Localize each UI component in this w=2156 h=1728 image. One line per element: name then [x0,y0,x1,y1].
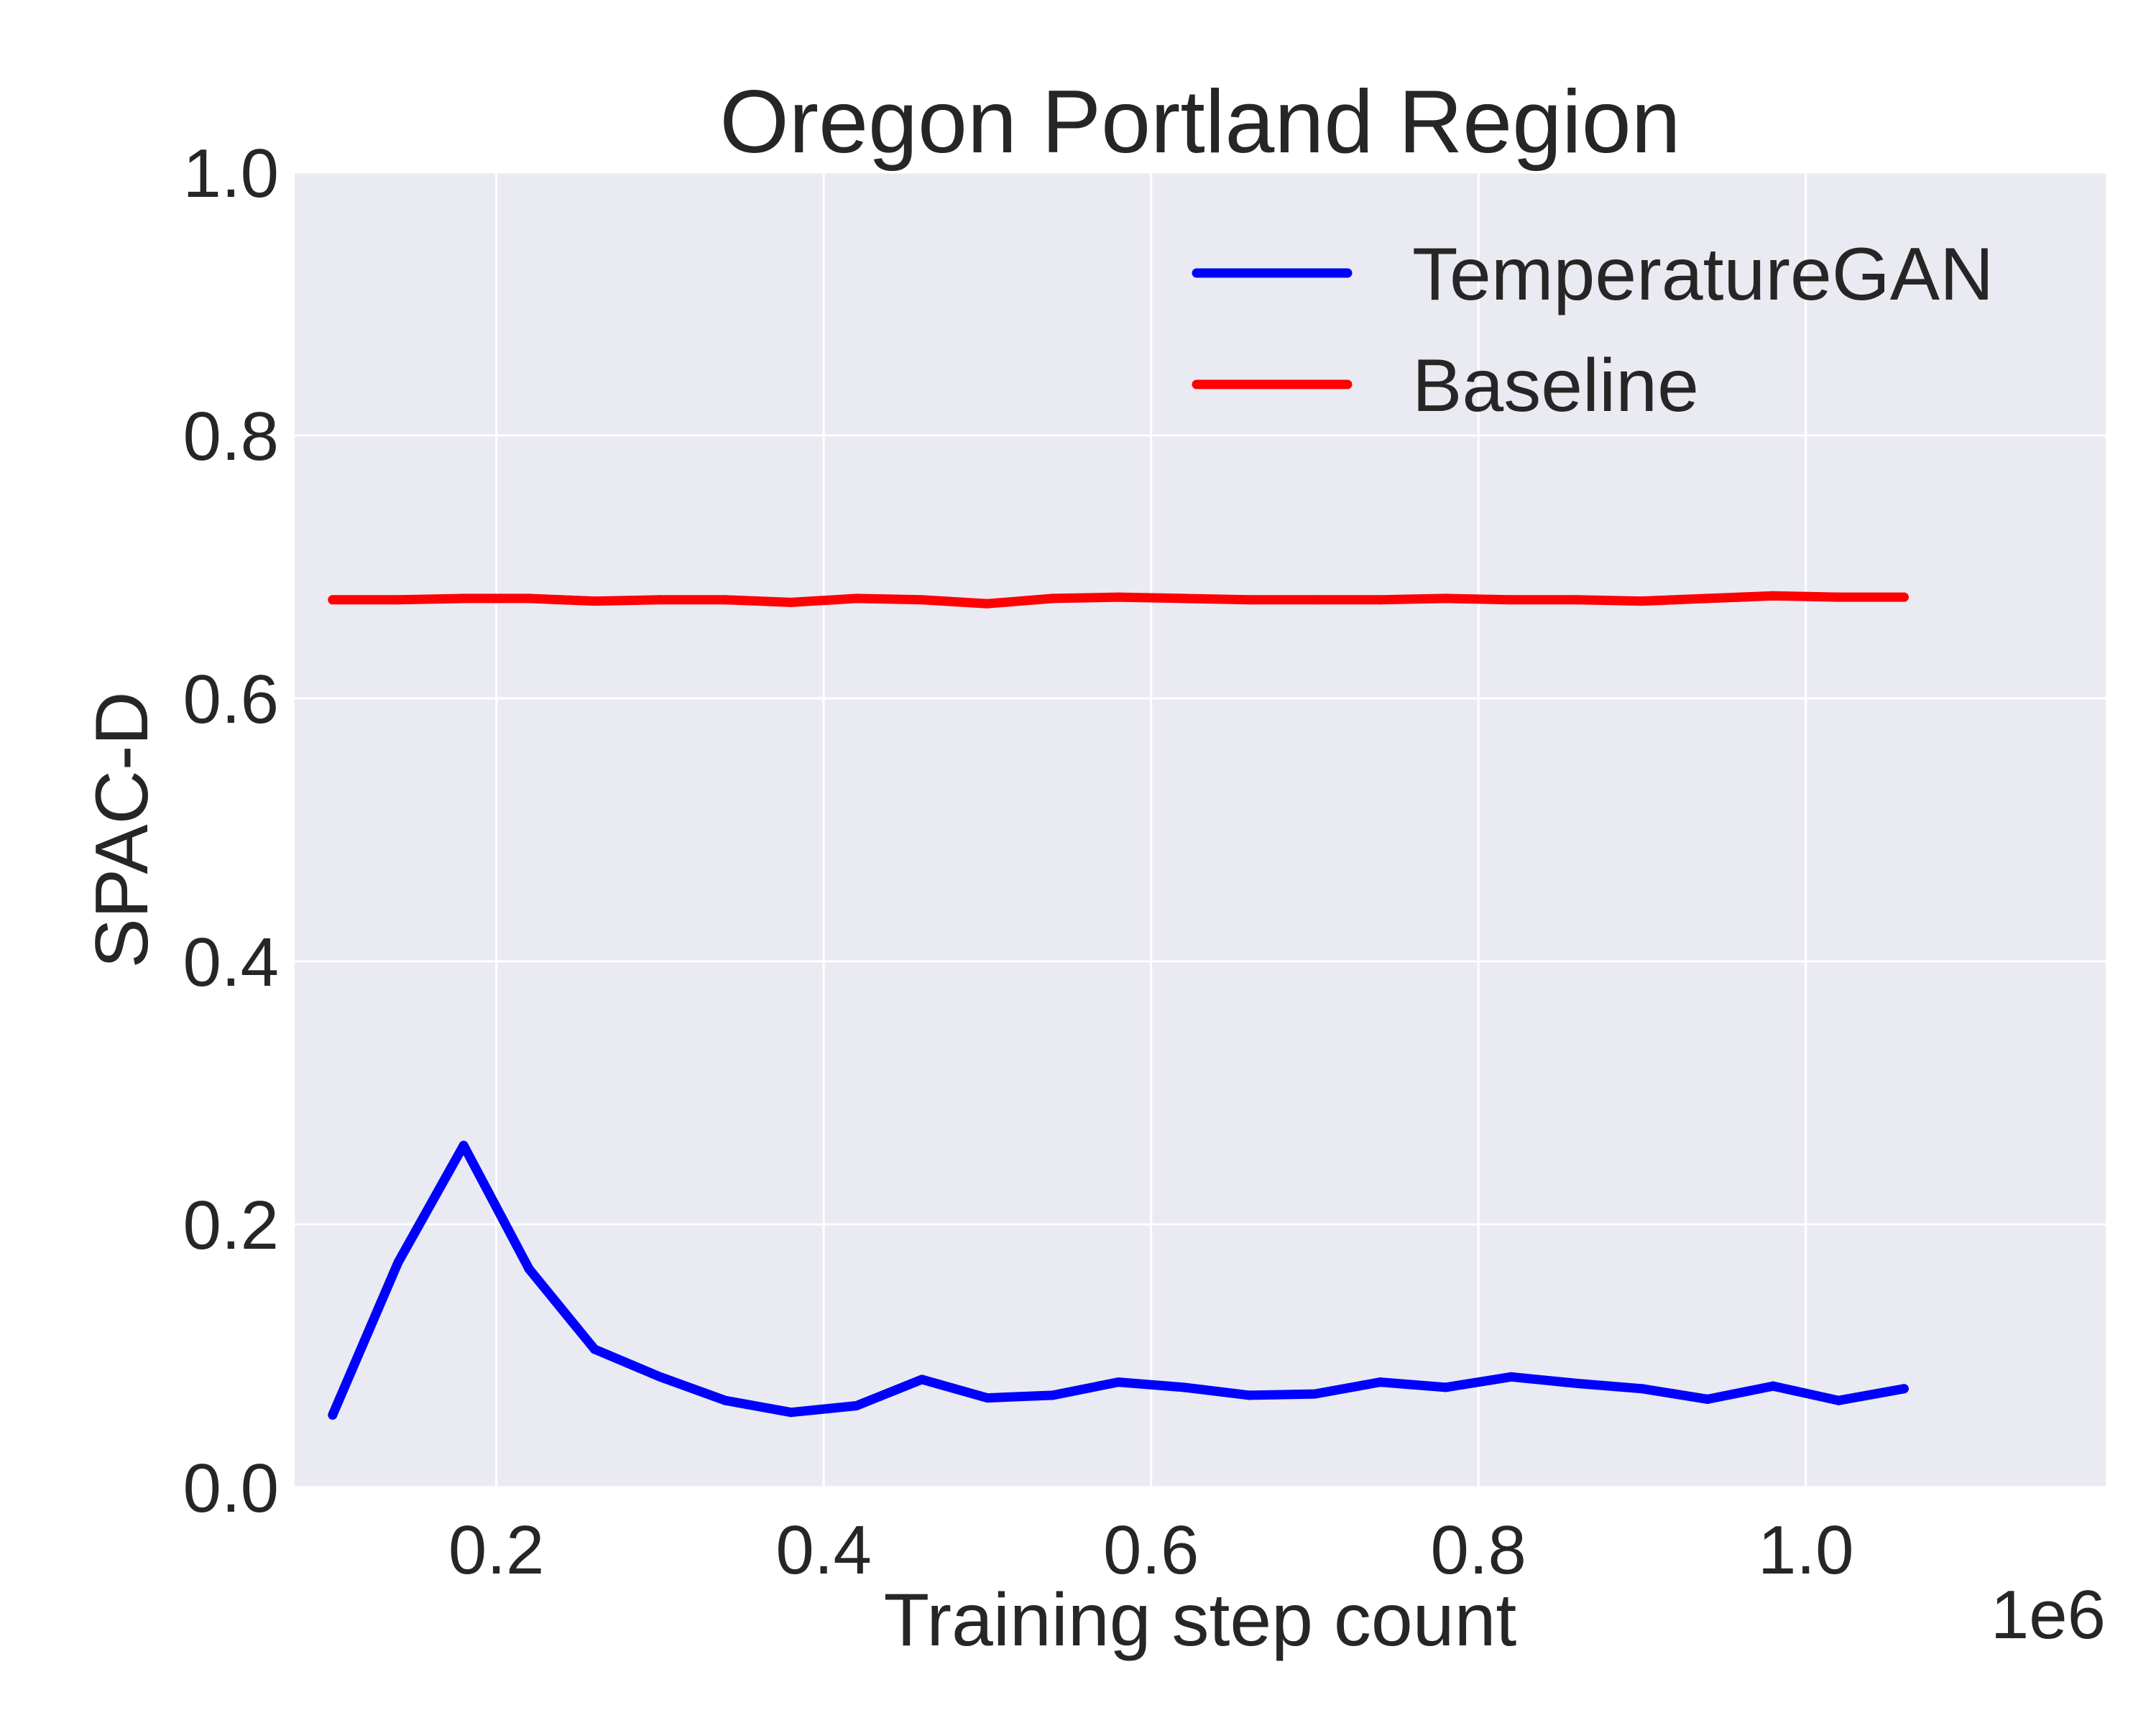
data-point [589,596,599,606]
data-point [1637,596,1647,606]
legend-label: Baseline [1412,344,1699,428]
data-point [459,593,469,604]
grid-lines [295,171,2106,1489]
data-point [786,597,796,607]
plot-area-background [295,172,2106,1487]
data-point [1899,592,1909,602]
data-point [982,599,992,609]
data-point [1506,595,1516,605]
data-point [917,595,927,605]
data-point [917,1374,927,1385]
data-point [1637,1384,1647,1394]
y-tick-label: 0.4 [183,924,279,1001]
data-point [1441,1382,1451,1392]
data-point [1703,1394,1713,1404]
data-point [1376,595,1386,605]
x-tick-label: 1.0 [1758,1512,1853,1589]
data-point [393,1257,403,1267]
x-tick-label: 0.6 [1103,1512,1199,1589]
data-point [1309,595,1319,605]
data-point [1572,595,1582,605]
data-point [720,1395,730,1405]
data-point [328,595,338,605]
data-point [786,1408,796,1418]
data-point [1113,592,1123,602]
series-lines [328,591,1909,1420]
y-tick-label: 1.0 [183,135,279,212]
data-point [524,593,534,604]
data-point [1703,593,1713,604]
data-point [1113,1377,1123,1387]
data-point [1572,1378,1582,1388]
data-point [1506,1372,1516,1382]
data-point [655,1372,665,1382]
x-tick-label: 0.2 [448,1512,544,1589]
data-point [589,1344,599,1354]
legend: TemperatureGAN Baseline [1192,233,1994,428]
chart-title: Oregon Portland Region [719,73,1680,172]
data-point [1048,593,1058,604]
y-tick-label: 0.6 [183,661,279,738]
data-point [720,595,730,605]
data-point [1441,593,1451,604]
y-tick-label: 0.2 [183,1187,279,1264]
data-point [1899,1384,1909,1394]
data-point [328,1410,338,1420]
data-point [1309,1389,1319,1399]
data-point [459,1140,469,1150]
data-point [1833,592,1843,602]
data-point [655,595,665,605]
data-point [393,595,403,605]
data-point [1768,591,1778,601]
x-axis-label: Training step count [884,1579,1517,1662]
y-tick-label: 0.8 [183,398,279,475]
data-point [1833,1395,1843,1405]
data-point [1179,593,1189,604]
data-point [852,593,862,604]
data-point [524,1264,534,1274]
y-axis-label: SPAC-D [80,691,164,968]
data-point [1244,1390,1254,1400]
data-point [1768,1381,1778,1391]
data-point [1048,1390,1058,1400]
data-point [1244,595,1254,605]
data-point [1179,1382,1189,1392]
tick-labels: 0.2 0.4 0.6 0.8 1.0 0.0 0.2 0.4 0.6 0.8 1.0 [183,135,1854,1589]
data-point [982,1393,992,1403]
x-tick-label: 0.4 [775,1512,871,1589]
data-point [852,1401,862,1411]
x-tick-label: 0.8 [1430,1512,1526,1589]
y-tick-label: 0.0 [183,1450,279,1527]
data-point [1376,1377,1386,1387]
legend-label: TemperatureGAN [1412,233,1994,316]
x-axis-offset-label: 1e6 [1991,1576,2106,1653]
